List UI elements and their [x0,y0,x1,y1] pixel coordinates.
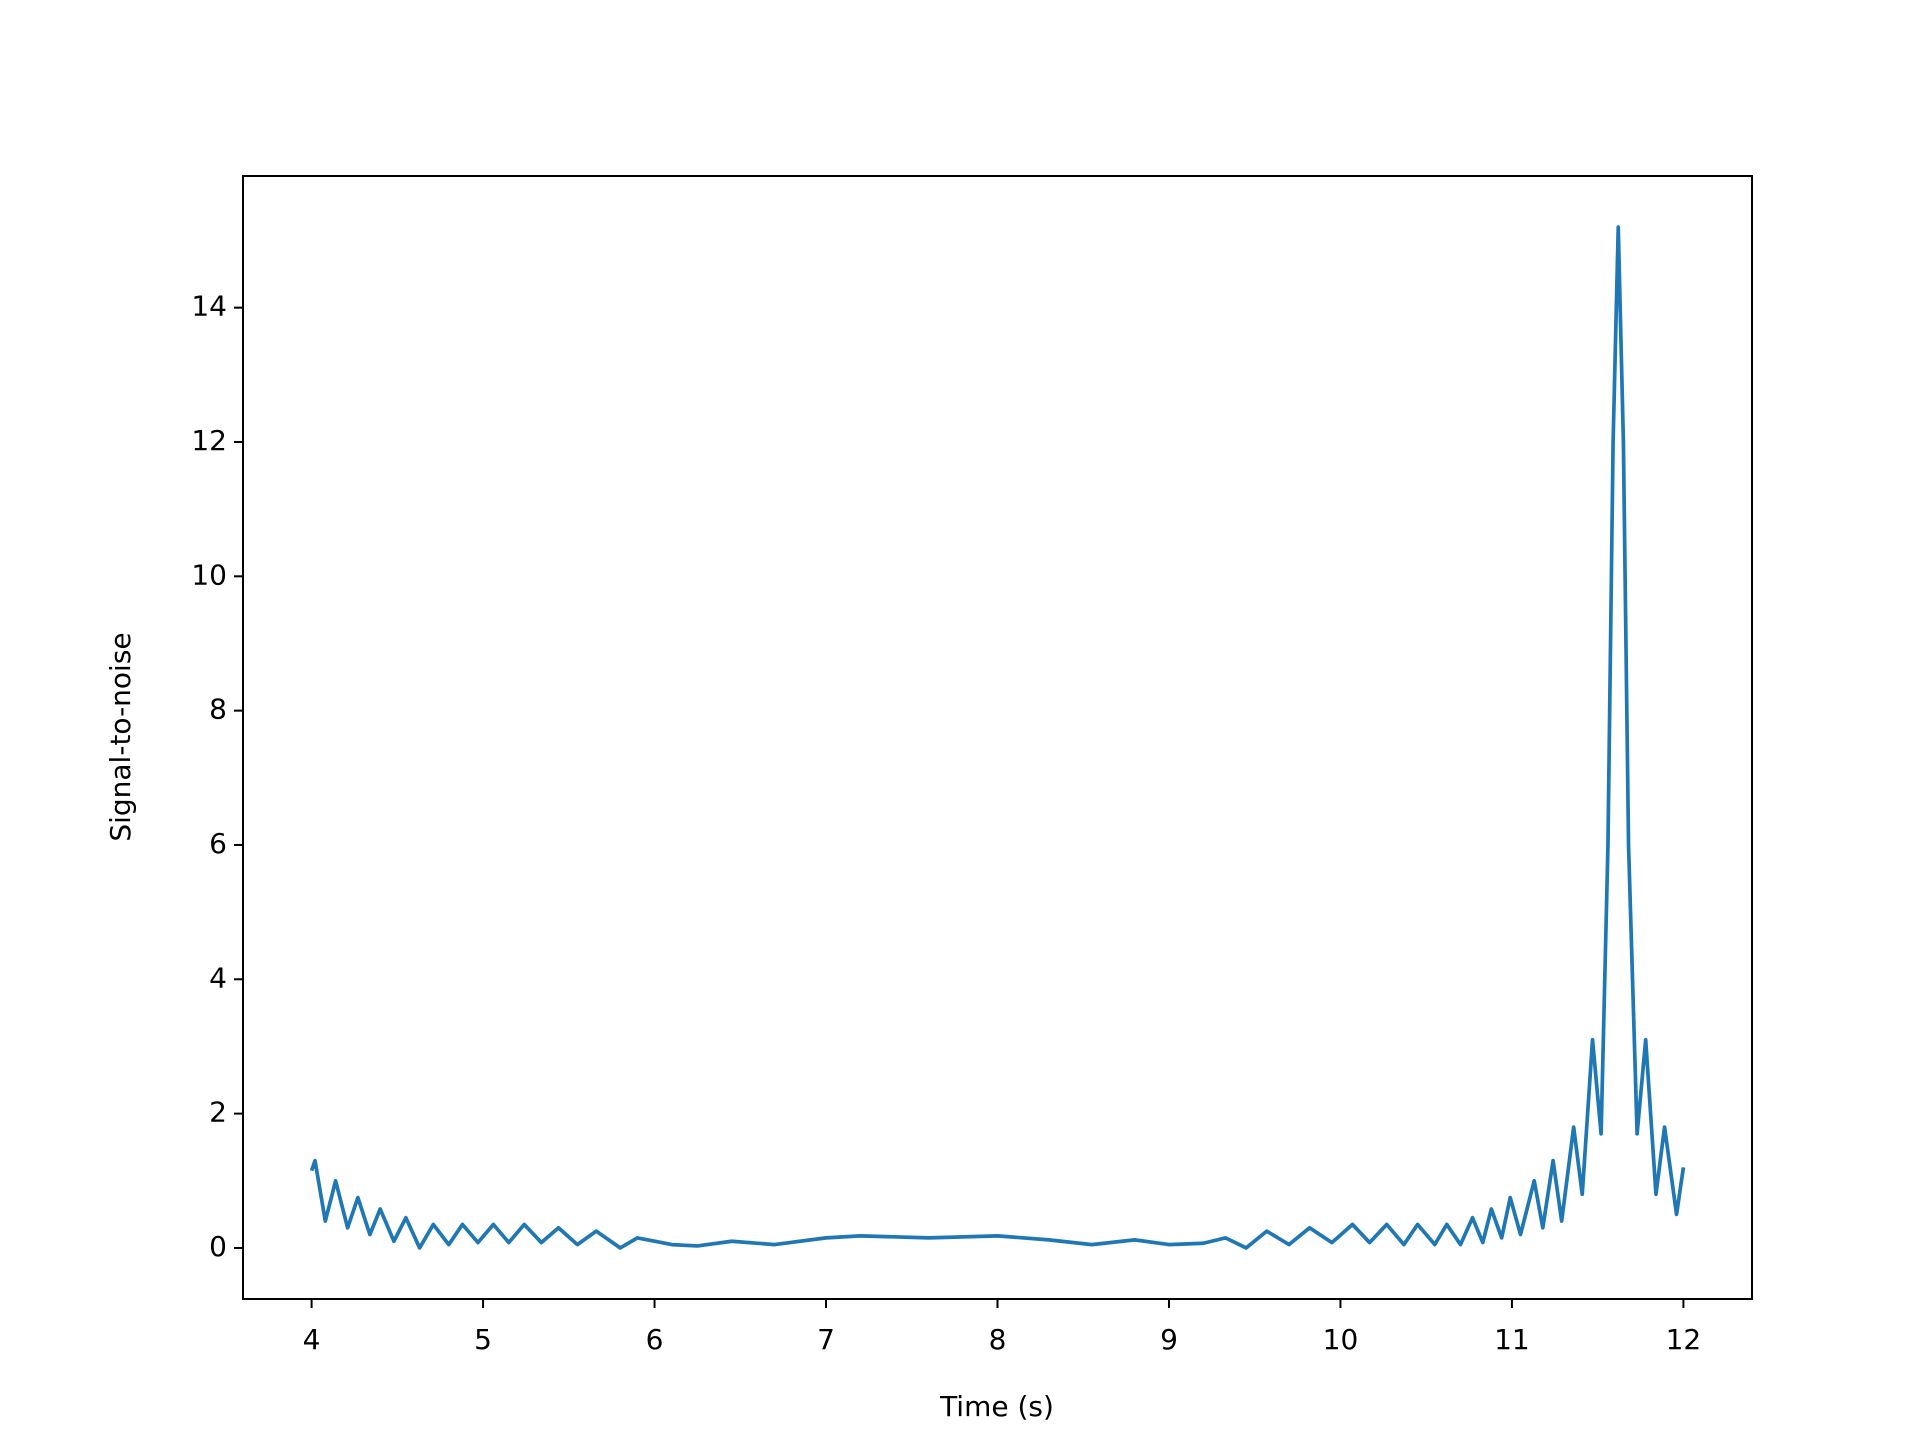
y-tick-label: 12 [191,424,227,457]
signal-line [309,225,1686,1250]
y-tick-label: 10 [191,558,227,591]
y-tick-label: 0 [209,1230,227,1263]
y-tick-label: 14 [191,290,227,323]
y-axis-label: Signal-to-noise [104,632,137,841]
x-tick-label: 6 [646,1323,664,1356]
y-tick-label: 8 [209,693,227,726]
y-tick-label: 2 [209,1096,227,1129]
x-tick-label: 4 [303,1323,321,1356]
x-tick-label: 8 [989,1323,1007,1356]
y-tick-label: 4 [209,961,227,994]
x-tick-label: 10 [1323,1323,1359,1356]
x-axis-label: Time (s) [939,1390,1054,1423]
x-tick-label: 11 [1494,1323,1530,1356]
x-tick-label: 5 [474,1323,492,1356]
x-tick-label: 7 [817,1323,835,1356]
x-tick-label: 12 [1666,1323,1702,1356]
plot-frame [242,175,1753,1300]
x-tick-label: 9 [1160,1323,1178,1356]
y-tick-label: 6 [209,827,227,860]
